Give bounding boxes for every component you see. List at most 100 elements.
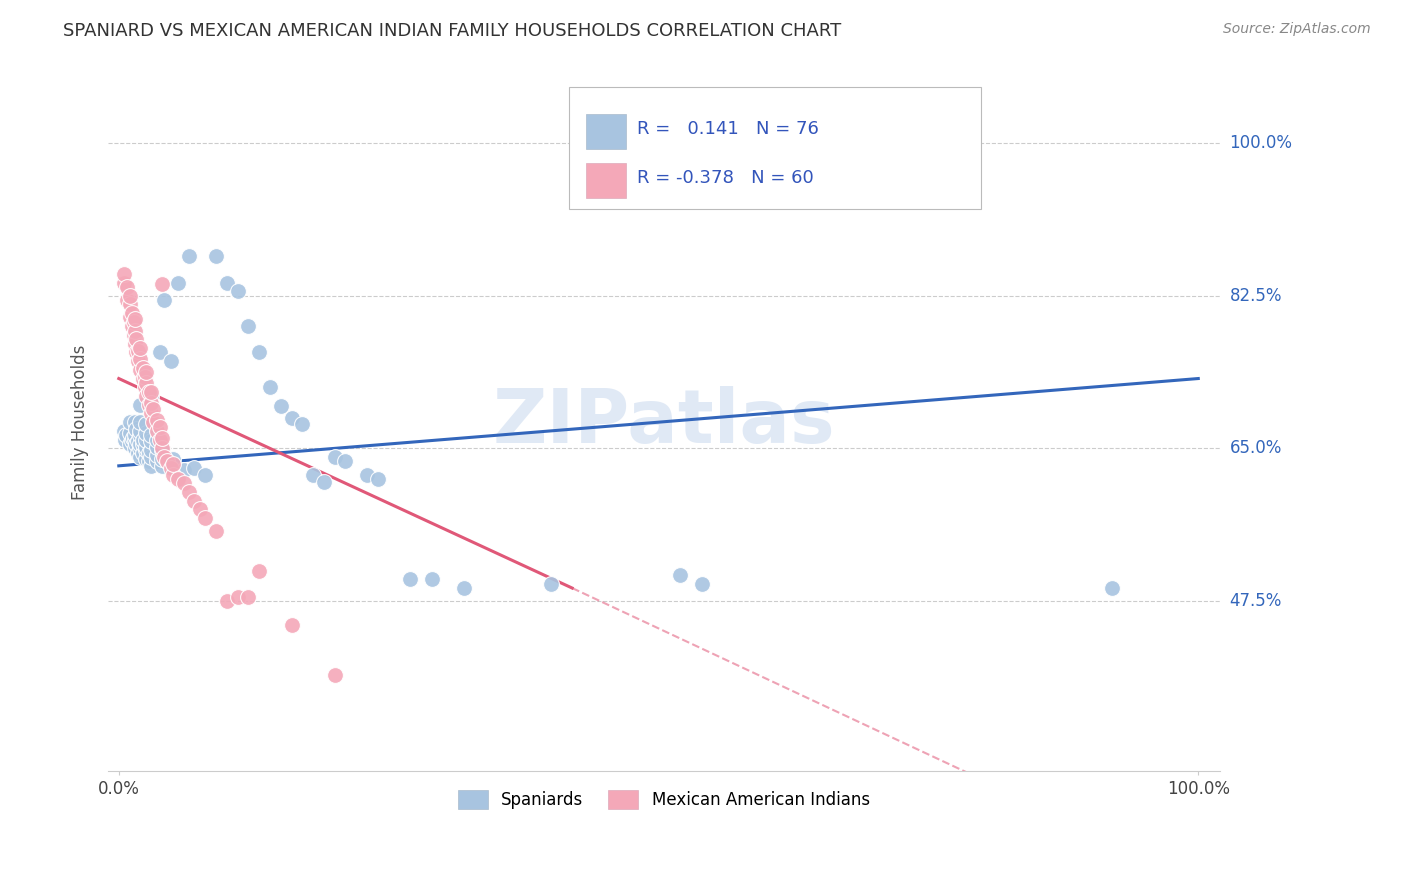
Point (153, 450, 176, 464)
Text: R =   0.141   N = 76: R = 0.141 N = 76 (637, 120, 820, 138)
Point (173, 476, 195, 491)
Point (124, 415, 146, 429)
Point (131, 433, 153, 447)
Point (167, 276, 190, 290)
FancyBboxPatch shape (586, 163, 626, 198)
Point (183, 460, 205, 475)
Point (323, 668, 346, 682)
Point (399, 572, 422, 586)
Point (238, 590, 260, 604)
Point (162, 460, 184, 475)
Point (453, 581, 475, 595)
Point (129, 341, 152, 355)
Point (323, 450, 346, 464)
Point (270, 400, 292, 414)
Point (259, 380, 281, 394)
Point (150, 442, 173, 456)
Point (150, 443, 173, 458)
Point (122, 315, 145, 329)
Point (167, 472, 190, 486)
Point (125, 422, 148, 436)
Point (131, 437, 153, 451)
Point (134, 369, 156, 384)
Point (156, 454, 179, 468)
Point (127, 354, 149, 368)
Point (138, 454, 160, 468)
Point (141, 428, 163, 442)
Point (162, 457, 184, 471)
Point (145, 440, 167, 454)
Point (291, 417, 314, 431)
Point (135, 451, 157, 466)
Point (141, 407, 163, 421)
Point (188, 502, 211, 516)
Point (162, 467, 184, 482)
Point (135, 365, 157, 379)
Point (124, 428, 146, 442)
Point (125, 332, 148, 346)
Point (124, 312, 146, 326)
Point (356, 467, 378, 482)
Point (173, 463, 195, 477)
Point (312, 475, 335, 489)
Point (540, 576, 562, 591)
Text: SPANIARD VS MEXICAN AMERICAN INDIAN FAMILY HOUSEHOLDS CORRELATION CHART: SPANIARD VS MEXICAN AMERICAN INDIAN FAMI… (63, 22, 842, 40)
Point (138, 384, 160, 399)
Point (127, 446, 149, 460)
Point (125, 437, 148, 451)
FancyBboxPatch shape (586, 114, 626, 150)
Point (127, 434, 149, 449)
Point (129, 415, 152, 429)
Point (928, 136, 950, 150)
Point (194, 511, 217, 525)
Point (1101, 581, 1123, 595)
Point (125, 345, 148, 359)
Point (145, 424, 167, 438)
Point (420, 572, 443, 586)
Point (122, 327, 145, 342)
Point (118, 415, 141, 429)
Point (142, 415, 165, 429)
Point (142, 402, 165, 417)
Point (150, 277, 173, 292)
Point (118, 310, 141, 325)
Point (226, 590, 249, 604)
Point (117, 293, 139, 307)
Point (194, 467, 217, 482)
Point (183, 493, 205, 508)
Point (131, 371, 153, 385)
Point (129, 450, 152, 464)
Text: 100.0%: 100.0% (1230, 134, 1292, 152)
Point (135, 425, 157, 440)
Point (150, 458, 173, 473)
Point (124, 324, 146, 338)
Text: 65.0%: 65.0% (1230, 440, 1282, 458)
Point (131, 361, 153, 376)
Point (121, 306, 143, 320)
Point (129, 442, 152, 456)
Point (129, 363, 152, 377)
Point (226, 284, 249, 298)
FancyBboxPatch shape (569, 87, 981, 209)
Point (215, 276, 238, 290)
Point (149, 419, 172, 434)
Text: R = -0.378   N = 60: R = -0.378 N = 60 (637, 169, 814, 186)
Point (215, 594, 238, 608)
Point (335, 454, 357, 468)
Point (141, 384, 163, 399)
Point (118, 437, 141, 451)
Point (129, 352, 152, 367)
Point (121, 434, 143, 449)
Point (690, 576, 713, 591)
Point (135, 389, 157, 403)
Point (247, 345, 270, 359)
Point (159, 460, 181, 475)
Text: 47.5%: 47.5% (1230, 592, 1282, 610)
Point (141, 389, 163, 403)
Point (112, 424, 135, 438)
Point (124, 442, 146, 456)
Point (156, 454, 179, 468)
Text: Source: ZipAtlas.com: Source: ZipAtlas.com (1223, 22, 1371, 37)
Point (141, 443, 163, 458)
Point (302, 467, 325, 482)
